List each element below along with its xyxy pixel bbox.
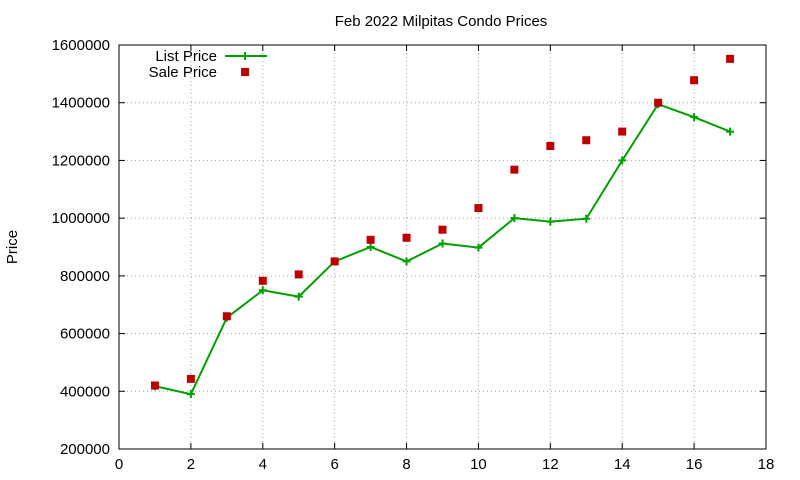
y-tick-label: 1400000 — [52, 95, 110, 112]
legend-plus-marker — [241, 52, 249, 60]
sale-price-point — [330, 257, 339, 266]
y-tick-label: 1600000 — [52, 37, 110, 54]
y-axis-label: Price — [4, 230, 21, 264]
x-tick-label: 0 — [115, 456, 123, 473]
x-tick-label: 14 — [614, 456, 631, 473]
sale-price-point — [402, 233, 411, 242]
sale-price-point — [510, 165, 519, 174]
list-price-point — [618, 156, 627, 165]
x-tick-label: 6 — [330, 456, 338, 473]
list-price-point — [546, 217, 555, 226]
list-price-point — [294, 292, 303, 301]
list-price-point — [582, 214, 591, 223]
sale-price-point — [258, 276, 267, 285]
x-tick-label: 12 — [542, 456, 559, 473]
list-price-point — [366, 243, 375, 251]
legend-label: Sale Price — [149, 64, 217, 81]
x-tick-label: 16 — [686, 456, 703, 473]
x-tick-label: 4 — [259, 456, 267, 473]
y-tick-label: 1000000 — [52, 210, 110, 227]
list-price-line — [154, 102, 731, 396]
sale-price-point — [438, 225, 447, 234]
sale-price-point — [654, 98, 663, 107]
data-series — [150, 54, 735, 399]
list-price-point — [258, 286, 267, 295]
sale-price-point — [582, 136, 591, 145]
chart-title: Feb 2022 Milpitas Condo Prices — [335, 13, 548, 30]
list-price-point — [510, 214, 519, 223]
plot-border — [118, 44, 767, 450]
sale-price-point — [618, 127, 627, 136]
y-tick-label: 200000 — [60, 441, 110, 458]
sale-price-point — [150, 381, 159, 390]
list-price-point — [726, 127, 735, 136]
x-tick-label: 10 — [470, 456, 487, 473]
sale-price-point — [222, 312, 231, 321]
list-price-point — [402, 257, 411, 266]
legend-label: List Price — [155, 48, 217, 65]
y-tick-label: 800000 — [60, 268, 110, 285]
sale-price-point — [726, 54, 735, 63]
y-tick-label: 1200000 — [52, 152, 110, 169]
x-tick-label: 2 — [187, 456, 195, 473]
sale-price-point — [366, 235, 375, 244]
sale-price-point — [294, 270, 303, 279]
list-price-point — [438, 239, 447, 248]
sale-price-point — [186, 374, 195, 383]
sale-price-point — [690, 76, 699, 85]
sale-price-point — [546, 142, 555, 150]
legend-square-marker — [241, 68, 249, 76]
list-price-point — [474, 243, 483, 252]
axes: 0 2 4 6 8 10 12 14 16 18 200000 400000 600000 800000 1… — [52, 37, 775, 473]
x-tick-label: 18 — [758, 456, 775, 473]
y-tick-label: 400000 — [60, 383, 110, 400]
y-tick-label: 600000 — [60, 326, 110, 343]
x-tick-label: 8 — [402, 456, 410, 473]
list-price-point — [690, 113, 699, 122]
sale-price-point — [474, 204, 483, 213]
list-price-point — [186, 390, 195, 399]
